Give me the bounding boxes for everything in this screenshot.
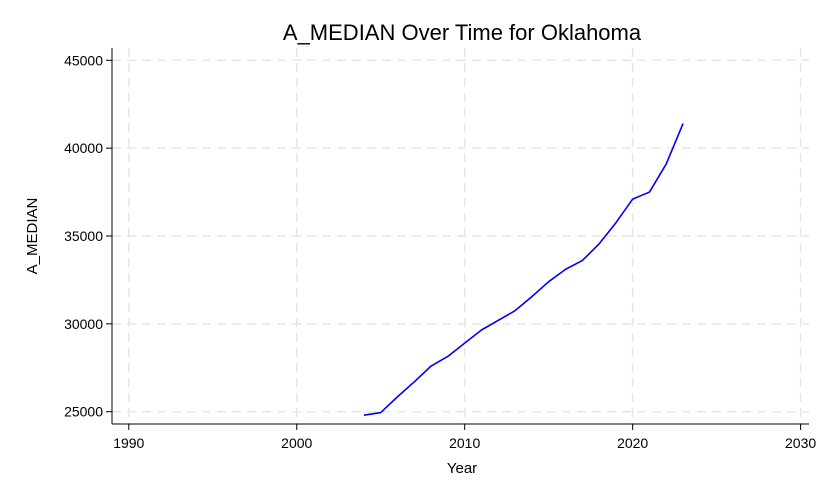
x-tick-label: 2030 — [785, 435, 816, 451]
chart-title: A_MEDIAN Over Time for Oklahoma — [283, 20, 642, 45]
y-tick-label: 40000 — [64, 140, 103, 156]
gridlines — [112, 48, 809, 424]
y-axis-title: A_MEDIAN — [24, 198, 41, 275]
tick-labels: 1990 2000 2010 2020 2030 25000 30000 35000 40000… — [64, 52, 816, 451]
x-tick-label: 2000 — [281, 435, 312, 451]
y-tick-label: 45000 — [64, 52, 103, 68]
series-line-a-median — [363, 123, 684, 417]
y-tick-label: 30000 — [64, 316, 103, 332]
x-tick-label: 1990 — [113, 435, 144, 451]
series-lines — [363, 123, 684, 417]
x-tick-label: 2010 — [449, 435, 480, 451]
x-tick-label: 2020 — [617, 435, 648, 451]
y-tick-label: 25000 — [64, 404, 103, 420]
y-tick-label: 35000 — [64, 228, 103, 244]
axes — [106, 48, 809, 430]
x-axis-title: Year — [447, 460, 477, 477]
